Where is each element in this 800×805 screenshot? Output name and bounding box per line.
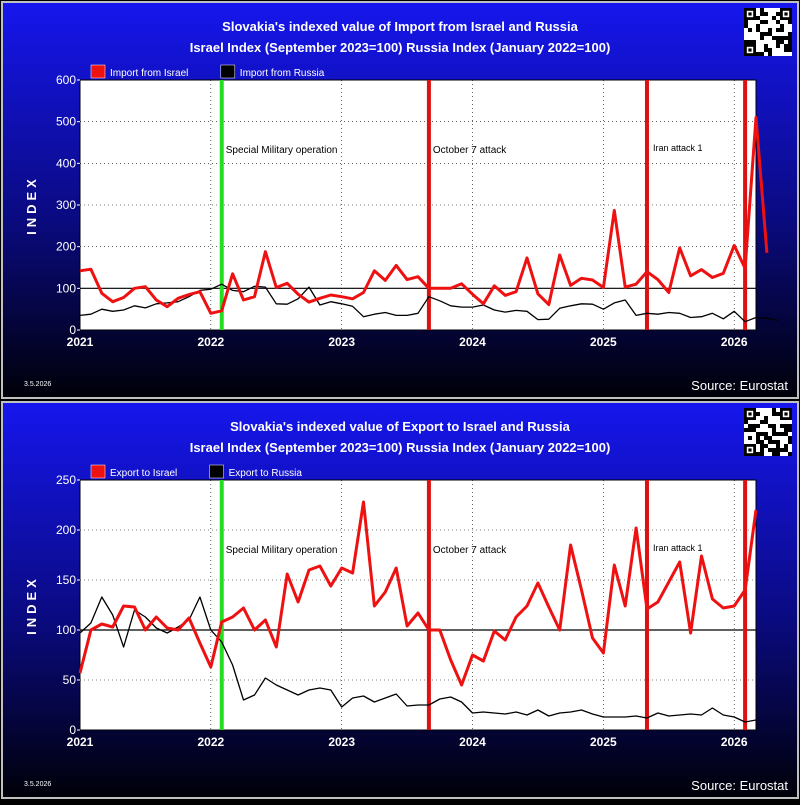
chart-panel-2: Slovakia's indexed value of Export to Is… (1, 401, 799, 799)
y-tick-label: 600 (56, 73, 76, 87)
event-label-2: October 7 attack (433, 545, 507, 556)
y-axis-label: INDEX (24, 575, 39, 635)
x-tick-label: 2023 (328, 335, 355, 349)
x-tick-label: 2024 (459, 335, 486, 349)
plot-area (79, 479, 757, 731)
event-label-3: Iran attack 1 (653, 143, 703, 153)
qr-code-icon (744, 8, 792, 56)
event-label-2: October 7 attack (433, 145, 507, 156)
y-tick-label: 0 (69, 323, 76, 337)
legend: Export to Israel Export to Russia (90, 464, 303, 479)
x-tick-label: 2023 (328, 735, 355, 749)
series-line-2 (79, 596, 757, 723)
source-label: Source: Eurostat (691, 378, 788, 393)
x-tick-label: 2025 (590, 335, 617, 349)
y-tick-label: 200 (56, 523, 76, 537)
y-tick-label: 100 (56, 281, 76, 295)
x-tick-label: 2022 (197, 335, 224, 349)
legend-swatch-2 (209, 464, 224, 479)
x-tick-label: 2025 (590, 735, 617, 749)
chart-panel-1: Slovakia's indexed value of Import from … (1, 1, 799, 399)
y-tick-label: 100 (56, 623, 76, 637)
plot-area (79, 79, 757, 331)
chart-title: Slovakia's indexed value of Export to Is… (230, 419, 571, 434)
event-label-3: Iran attack 1 (653, 543, 703, 553)
legend-swatch-1 (90, 464, 106, 479)
legend-swatch-1 (90, 64, 106, 79)
x-tick-label: 2021 (67, 735, 94, 749)
series-line-1 (79, 116, 769, 315)
y-tick-label: 250 (56, 473, 76, 487)
chart-title: Slovakia's indexed value of Import from … (222, 19, 578, 34)
x-tick-label: 2024 (459, 735, 486, 749)
y-tick-label: 150 (56, 573, 76, 587)
legend-label-1: Export to Israel (110, 468, 177, 479)
legend: Import from Israel Import from Russia (90, 64, 325, 79)
y-tick-label: 300 (56, 198, 76, 212)
date-label: 3.5.2026 (24, 381, 51, 388)
legend-label-2: Import from Russia (240, 68, 325, 79)
event-label-1: Special Military operation (226, 545, 338, 556)
qr-code-icon (744, 408, 792, 456)
y-tick-label: 50 (63, 673, 77, 687)
chart-subtitle: Israel Index (September 2023=100) Russia… (190, 440, 611, 455)
date-label: 3.5.2026 (24, 781, 51, 788)
x-tick-label: 2026 (721, 335, 748, 349)
x-tick-label: 2026 (721, 735, 748, 749)
legend-swatch-2 (220, 64, 236, 79)
y-tick-label: 400 (56, 156, 76, 170)
y-tick-label: 500 (56, 115, 76, 129)
legend-label-1: Import from Israel (110, 68, 188, 79)
y-axis-label: INDEX (24, 175, 39, 235)
chart-subtitle: Israel Index (September 2023=100) Russia… (190, 40, 611, 55)
x-tick-label: 2022 (197, 735, 224, 749)
source-label: Source: Eurostat (691, 778, 788, 793)
event-label-1: Special Military operation (226, 145, 338, 156)
y-tick-label: 200 (56, 240, 76, 254)
x-tick-label: 2021 (67, 335, 94, 349)
legend-label-2: Export to Russia (229, 468, 303, 479)
series-line-1 (78, 500, 758, 687)
y-tick-label: 0 (69, 723, 76, 737)
